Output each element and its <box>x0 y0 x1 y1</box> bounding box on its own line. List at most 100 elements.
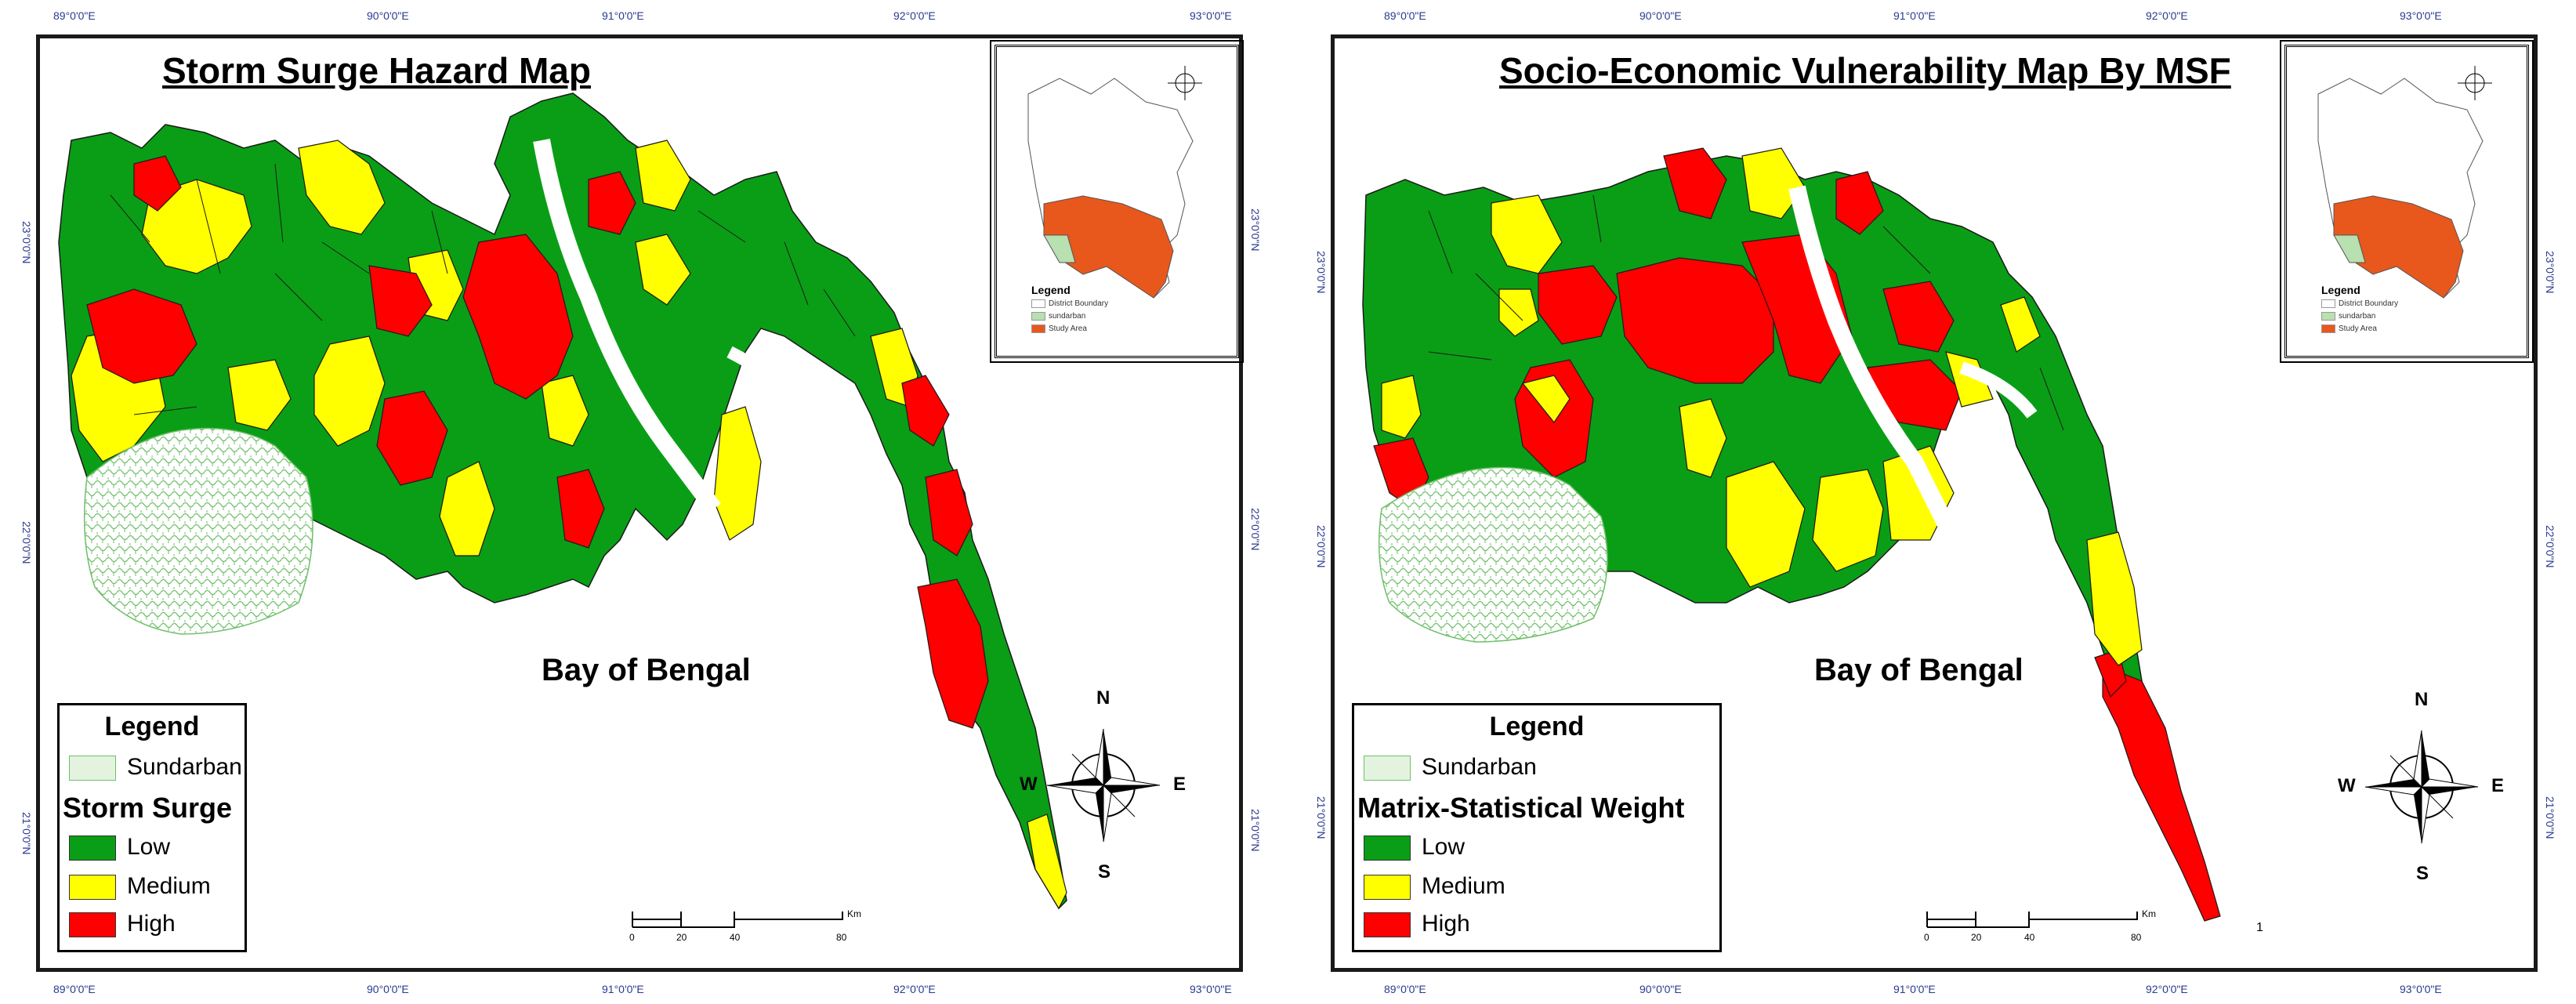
river-channel <box>533 139 721 514</box>
medium-hazard-region <box>298 140 386 235</box>
high-swatch <box>69 912 116 938</box>
medium-hazard-region <box>141 179 252 274</box>
inset-legend-item: sundarban <box>1031 312 1085 321</box>
high-vulnerability-region <box>1882 281 1955 353</box>
high-vulnerability-region <box>1663 147 1727 219</box>
high-hazard-region <box>133 155 182 212</box>
graticule-top-label: 93°0'0"E <box>1190 9 1232 22</box>
high-hazard-region <box>86 288 197 384</box>
inset-legend-item: sundarban <box>2321 312 2375 321</box>
map-legend: Legend Sundarban Matrix-Statistical Weig… <box>1352 703 1722 952</box>
medium-vulnerability-region <box>1498 288 1539 337</box>
medium-hazard-region <box>227 359 292 431</box>
compass-icon <box>1046 728 1161 843</box>
graticule-bottom-label: 90°0'0"E <box>367 983 409 995</box>
legend-heading: Matrix-Statistical Weight <box>1357 792 1685 824</box>
scale-unit: Km <box>2142 908 2156 919</box>
compass-rose: N S W E <box>2338 689 2504 884</box>
medium-vulnerability-region <box>1381 375 1422 439</box>
medium-swatch <box>69 875 116 901</box>
high-hazard-region <box>901 375 950 447</box>
compass-west: W <box>2338 775 2356 796</box>
compass-east: E <box>2491 775 2505 796</box>
legend-title: Legend <box>104 712 200 741</box>
medium-hazard-region <box>635 234 691 306</box>
graticule-top-label: 92°0'0"E <box>893 9 936 22</box>
high-hazard-region <box>917 578 989 729</box>
sundarban-area <box>83 427 313 635</box>
inset-legend-swatch <box>1031 312 1045 321</box>
legend-item-sundarban: Sundarban <box>1364 754 1537 781</box>
graticule-top-label: 92°0'0"E <box>2146 9 2188 22</box>
graticule-bottom-label: 92°0'0"E <box>2146 983 2188 995</box>
river-channel <box>1788 185 1954 528</box>
scale-bar: 0 20 40 80 Km <box>1924 908 2159 955</box>
sundarban-area <box>1378 466 1608 643</box>
sea-label: Bay of Bengal <box>1814 653 2023 687</box>
medium-hazard-region <box>713 406 762 541</box>
high-vulnerability-region <box>2102 665 2221 922</box>
sundarban-swatch <box>69 756 116 781</box>
map-title: Socio-Economic Vulnerability Map By MSF <box>1499 50 2231 91</box>
socio-economic-map-panel: 89°0'0"E 90°0'0"E 91°0'0"E 92°0'0"E 93°0… <box>1315 0 2571 1004</box>
scale-label: 20 <box>676 932 687 943</box>
legend-item-medium: Medium <box>1364 873 1505 901</box>
scale-label: 40 <box>730 932 741 943</box>
inset-legend-swatch <box>2321 312 2335 321</box>
high-hazard-region <box>556 469 605 549</box>
graticule-left-label: 22°0'0"N <box>1315 525 1328 568</box>
inset-legend-title: Legend <box>1031 284 1071 296</box>
graticule-right-label: 21°0'0"N <box>1249 809 1262 852</box>
graticule-top-label: 89°0'0"E <box>53 9 96 22</box>
compass-north: N <box>1096 687 1110 709</box>
graticule-bottom-label: 89°0'0"E <box>1384 983 1426 995</box>
inset-legend-swatch <box>2321 299 2335 308</box>
graticule-left-label: 21°0'0"N <box>20 812 33 855</box>
low-swatch <box>1364 835 1411 861</box>
graticule-top-label: 91°0'0"E <box>602 9 644 22</box>
graticule-right-label: 21°0'0"N <box>2544 796 2556 839</box>
medium-vulnerability-region <box>1491 194 1563 274</box>
sea-label: Bay of Bengal <box>542 653 751 687</box>
legend-item-low: Low <box>69 834 170 861</box>
inset-locator-map: Legend District Boundary sundarban Study… <box>2280 40 2534 363</box>
medium-vulnerability-region <box>2086 531 2143 666</box>
scale-label: 80 <box>2131 932 2142 943</box>
medium-hazard-region <box>541 375 589 447</box>
medium-vulnerability-region <box>1726 461 1806 588</box>
graticule-bottom-label: 89°0'0"E <box>53 983 96 995</box>
graticule-left-label: 22°0'0"N <box>20 521 33 564</box>
map-frame: Socio-Economic Vulnerability Map By MSF … <box>1331 34 2538 972</box>
inset-bangladesh-outline <box>2317 66 2492 299</box>
scale-bar: 0 20 40 80 Km <box>629 908 864 955</box>
district-boundaries <box>1428 194 2064 431</box>
storm-surge-choropleth <box>58 92 1067 910</box>
inset-legend-swatch <box>1031 324 1045 333</box>
high-hazard-region <box>462 234 574 400</box>
medium-vulnerability-region <box>1945 351 1994 408</box>
compass-north: N <box>2415 689 2429 710</box>
graticule-top-label: 90°0'0"E <box>367 9 409 22</box>
graticule-right-label: 22°0'0"N <box>2544 525 2556 568</box>
medium-vulnerability-region <box>1679 398 1727 478</box>
inset-legend-swatch <box>2321 324 2335 333</box>
scale-label: 20 <box>1971 932 1982 943</box>
high-hazard-region <box>925 469 973 556</box>
graticule-left-label: 23°0'0"N <box>20 221 33 264</box>
legend-heading: Storm Surge <box>63 792 233 824</box>
sundarban-swatch <box>1364 756 1411 781</box>
graticule-right-label: 23°0'0"N <box>2544 251 2556 294</box>
graticule-bottom-label: 93°0'0"E <box>1190 983 1232 995</box>
scale-label: 0 <box>1924 932 1929 943</box>
scale-label: 80 <box>836 932 847 943</box>
medium-vulnerability-region <box>1812 469 1884 572</box>
graticule-top-label: 93°0'0"E <box>2400 9 2442 22</box>
storm-surge-map-panel: 89°0'0"E 90°0'0"E 91°0'0"E 92°0'0"E 93°0… <box>20 0 1276 1004</box>
compass-rose: N S W E <box>1020 687 1186 883</box>
scale-label: 0 <box>629 932 635 943</box>
inset-bangladesh-outline <box>1027 66 1202 299</box>
graticule-bottom-label: 91°0'0"E <box>602 983 644 995</box>
district-boundaries <box>110 163 856 415</box>
low-swatch <box>69 835 116 861</box>
graticule-bottom-label: 91°0'0"E <box>1893 983 1936 995</box>
